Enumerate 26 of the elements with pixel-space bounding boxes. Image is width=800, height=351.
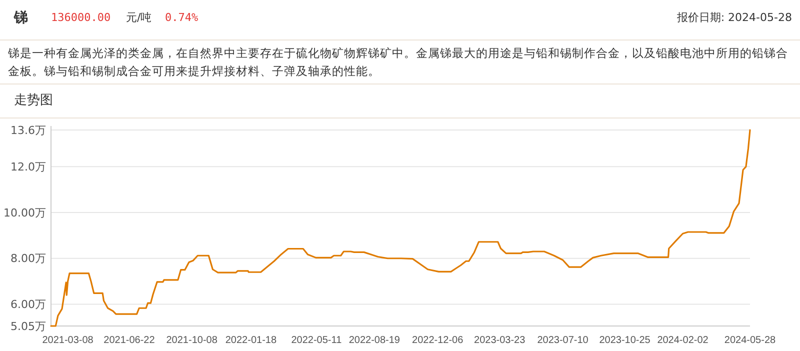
chart-title: 锑 — [13, 10, 28, 26]
y-tick-label: 6.00万 — [10, 298, 46, 312]
text: 走势图 — [14, 93, 53, 108]
x-tick-label: 2024-02-02 — [657, 335, 709, 346]
text: 0.74% — [165, 11, 198, 24]
chart-subtitle: 锑是一种有金属光泽的类金属，在自然界中主要存在于硫化物矿物辉锑矿中。金属锑最大的用途是与铅和锡制作合金，以及铅酸电池中所用的铅锑合金板。锑与铅和锡制成合金可用来提升焊接材料、子弹及轴承的性能。 — [8, 45, 789, 80]
y-tick-label: 13.6万 — [10, 124, 46, 137]
line-series — [50, 129, 751, 327]
text: 136000.00 — [51, 11, 111, 24]
text: 报价日期: 2024-05-28 — [676, 11, 792, 24]
x-tick-label: 2022-05-11 — [291, 335, 342, 346]
x-tick-label: 2024-05-28 — [724, 335, 776, 346]
x-tick-label: 2022-08-19 — [348, 335, 400, 346]
x-tick-label: 2021-06-22 — [104, 335, 156, 346]
x-tick-label: 2021-03-08 — [42, 335, 94, 346]
x-tick-label: 2023-03-23 — [474, 335, 526, 346]
text: 元/吨 — [126, 11, 152, 24]
x-tick-label: 2023-07-10 — [537, 335, 589, 346]
y-tick-label: 10.00万 — [4, 206, 46, 220]
x-tick-label: 2022-12-06 — [412, 335, 464, 346]
y-tick-label: 12.0万 — [10, 160, 46, 174]
x-tick-label: 2021-10-08 — [166, 335, 218, 346]
y-tick-label: 8.00万 — [10, 252, 46, 266]
x-tick-label: 2022-01-18 — [225, 335, 277, 346]
y-tick-label: 5.05万 — [10, 320, 46, 333]
x-tick-label: 2023-10-25 — [599, 335, 651, 346]
